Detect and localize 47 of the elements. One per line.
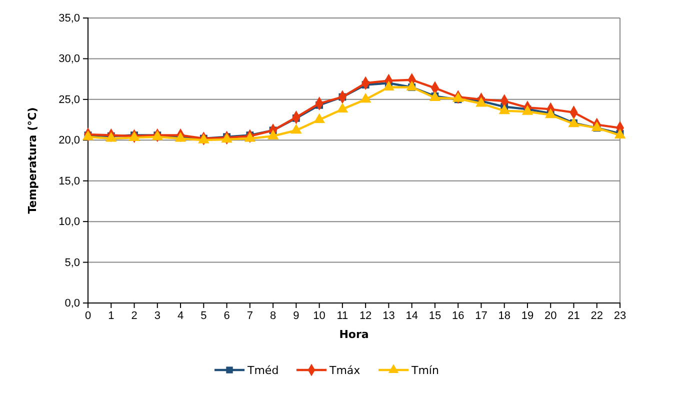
x-tick-label: 19 [521, 310, 534, 322]
y-tick-label: 5,0 [64, 256, 80, 269]
x-tick-label: 23 [614, 310, 626, 322]
x-tick-label: 6 [224, 310, 230, 322]
y-tick-label: 10,0 [58, 216, 80, 228]
x-tick-label: 15 [428, 310, 442, 322]
x-tick-label: 12 [359, 310, 372, 322]
x-tick-label: 11 [336, 310, 348, 322]
y-tick-label: 0,0 [64, 298, 80, 310]
x-tick-label: 3 [154, 310, 160, 322]
x-tick-label: 10 [313, 310, 326, 322]
y-tick-label: 35,0 [58, 12, 80, 25]
point [360, 92, 372, 103]
x-tick-label: 4 [177, 310, 184, 322]
y-axis-title: Temperatura (°C) [26, 107, 39, 214]
x-tick-label: 7 [246, 310, 253, 322]
x-tick-label: 22 [590, 310, 603, 322]
y-tick-label: 25,0 [58, 94, 80, 106]
legend-label: Tméd [246, 364, 279, 377]
point [498, 104, 510, 114]
legend-label: Tmáx [328, 364, 361, 377]
x-tick-label: 16 [452, 310, 464, 322]
y-tick-label: 30,0 [58, 53, 80, 66]
point [267, 130, 279, 140]
point [591, 121, 603, 132]
point [406, 80, 418, 90]
legend-label: Tmín [410, 364, 439, 377]
y-tick-label: 15,0 [58, 175, 80, 188]
x-tick-label: 13 [382, 310, 395, 322]
x-tick-label: 21 [568, 310, 580, 322]
x-tick-label: 2 [131, 310, 138, 322]
x-axis-title: Hora [339, 328, 369, 341]
x-tick-label: 0 [84, 310, 92, 322]
point [383, 80, 394, 90]
x-tick-label: 14 [406, 310, 418, 322]
x-tick-label: 5 [200, 310, 207, 322]
x-tick-label: 18 [498, 310, 510, 322]
x-tick-label: 9 [293, 310, 300, 322]
point [314, 113, 325, 124]
y-tick-label: 20,0 [58, 134, 80, 147]
point [244, 132, 256, 142]
x-tick-label: 17 [475, 310, 488, 322]
x-tick-label: 8 [270, 310, 276, 322]
point [336, 102, 348, 112]
x-tick-label: 1 [108, 310, 114, 322]
x-tick-label: 20 [544, 310, 557, 322]
point [290, 124, 302, 134]
